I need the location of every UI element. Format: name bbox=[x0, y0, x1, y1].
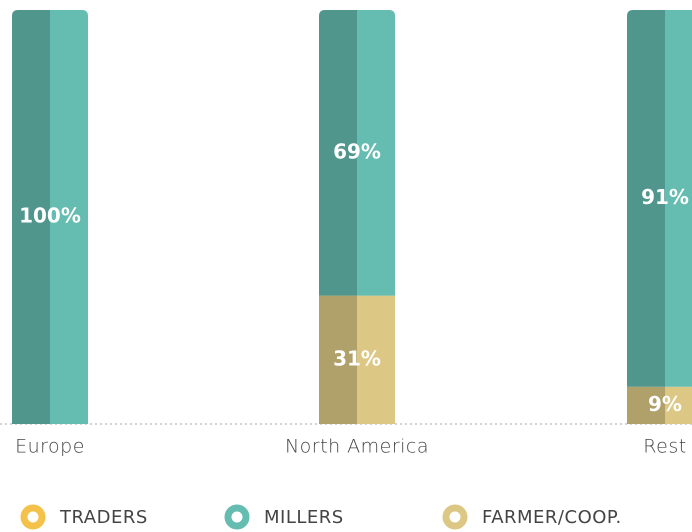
legend-icon bbox=[442, 504, 468, 530]
bar-segment bbox=[627, 10, 692, 387]
x-tick-label: Europe bbox=[15, 436, 85, 458]
x-tick-label: Rest bbox=[643, 436, 686, 458]
bar-segment bbox=[627, 386, 692, 424]
value-label: 69% bbox=[333, 139, 381, 163]
legend-label: FARMER/COOP. bbox=[482, 507, 622, 528]
bar-segment bbox=[12, 10, 88, 424]
value-label: 91% bbox=[641, 185, 689, 209]
legend-label: MILLERS bbox=[264, 507, 344, 528]
value-label: 31% bbox=[333, 346, 381, 370]
legend-icon bbox=[20, 504, 46, 530]
legend-icon bbox=[224, 504, 250, 530]
value-label: 9% bbox=[648, 392, 682, 416]
x-tick-label: North America bbox=[285, 436, 429, 458]
legend-label: TRADERS bbox=[59, 507, 148, 528]
bar-segment bbox=[319, 295, 395, 424]
bar-segment bbox=[319, 10, 395, 296]
value-label: 100% bbox=[19, 204, 81, 228]
